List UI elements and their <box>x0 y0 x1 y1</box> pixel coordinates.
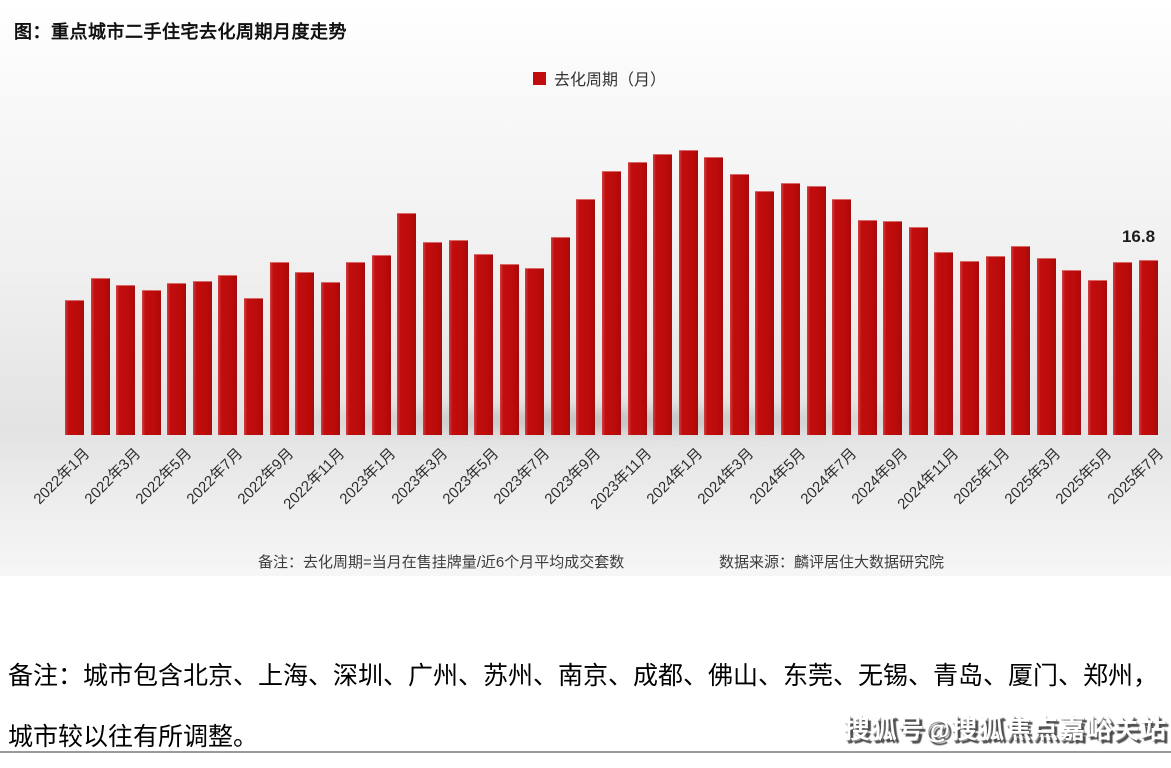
bar <box>116 285 136 435</box>
bar <box>908 227 928 435</box>
bar <box>320 282 340 435</box>
bar <box>704 157 724 435</box>
bar <box>1011 246 1031 435</box>
bar <box>1036 258 1056 435</box>
bar <box>192 281 212 435</box>
bar <box>371 255 391 435</box>
bar <box>474 254 494 435</box>
plot-area: 2022年1月 2022年3月 2022年5月 2022年7月 2022年9月 2022年… <box>30 150 1167 513</box>
bar <box>218 275 238 435</box>
chart-footnote: 备注：去化周期=当月在售挂牌量/近6个月平均成交套数 数据来源：麟评居住大数据研… <box>0 551 1171 573</box>
bar <box>806 186 826 435</box>
bar <box>1062 270 1082 435</box>
chart-footnote-note: 备注：去化周期=当月在售挂牌量/近6个月平均成交套数 <box>258 554 625 571</box>
bar <box>729 174 749 435</box>
bar <box>397 213 417 435</box>
bar <box>883 221 903 435</box>
bar <box>141 290 161 435</box>
legend-square-icon <box>532 71 546 85</box>
bar <box>167 283 187 435</box>
bar <box>423 242 442 435</box>
bar <box>65 300 84 435</box>
chart-footnote-source: 数据来源：麟评居住大数据研究院 <box>719 554 945 571</box>
bar <box>857 220 877 435</box>
value-annotation: 16.8 <box>1121 227 1156 246</box>
bar <box>346 262 366 435</box>
legend-label: 去化周期（月） <box>553 72 666 89</box>
bar <box>678 150 698 435</box>
bar <box>525 268 545 435</box>
bar <box>269 262 289 435</box>
bottom-note: 备注：城市包含北京、上海、深圳、广州、苏州、南京、成都、佛山、东莞、无锡、青岛、… <box>8 646 1168 768</box>
bar <box>90 278 110 435</box>
bar <box>602 171 621 435</box>
bar <box>576 199 596 435</box>
bar <box>781 183 800 435</box>
watermark: 搜狐号@搜狐焦点嘉峪关站 <box>843 714 1167 744</box>
chart-panel: 图：重点城市二手住宅去化周期月度走势 去化周期（月） 2022年1月 2022年3… <box>0 0 1171 576</box>
bottom-note-line2: 城市较以往有所调整。 <box>8 724 259 751</box>
bar <box>653 154 673 435</box>
bar <box>1139 260 1158 435</box>
bar <box>1113 262 1133 435</box>
bottom-note-line1: 备注：城市包含北京、上海、深圳、广州、苏州、南京、成都、佛山、东莞、无锡、青岛、… <box>8 663 1159 690</box>
bar <box>832 199 852 435</box>
bar <box>244 298 263 435</box>
chart-legend: 去化周期（月） <box>0 66 1171 90</box>
bar <box>627 162 647 435</box>
bar <box>499 264 519 435</box>
bar <box>550 237 570 435</box>
bar <box>448 240 468 435</box>
bar <box>960 261 979 435</box>
page-title: 图：重点城市二手住宅去化周期月度走势 <box>14 22 347 42</box>
bar <box>295 272 315 435</box>
bar <box>934 252 954 435</box>
bar <box>1087 280 1107 435</box>
bar <box>985 256 1005 435</box>
bar <box>755 191 775 435</box>
